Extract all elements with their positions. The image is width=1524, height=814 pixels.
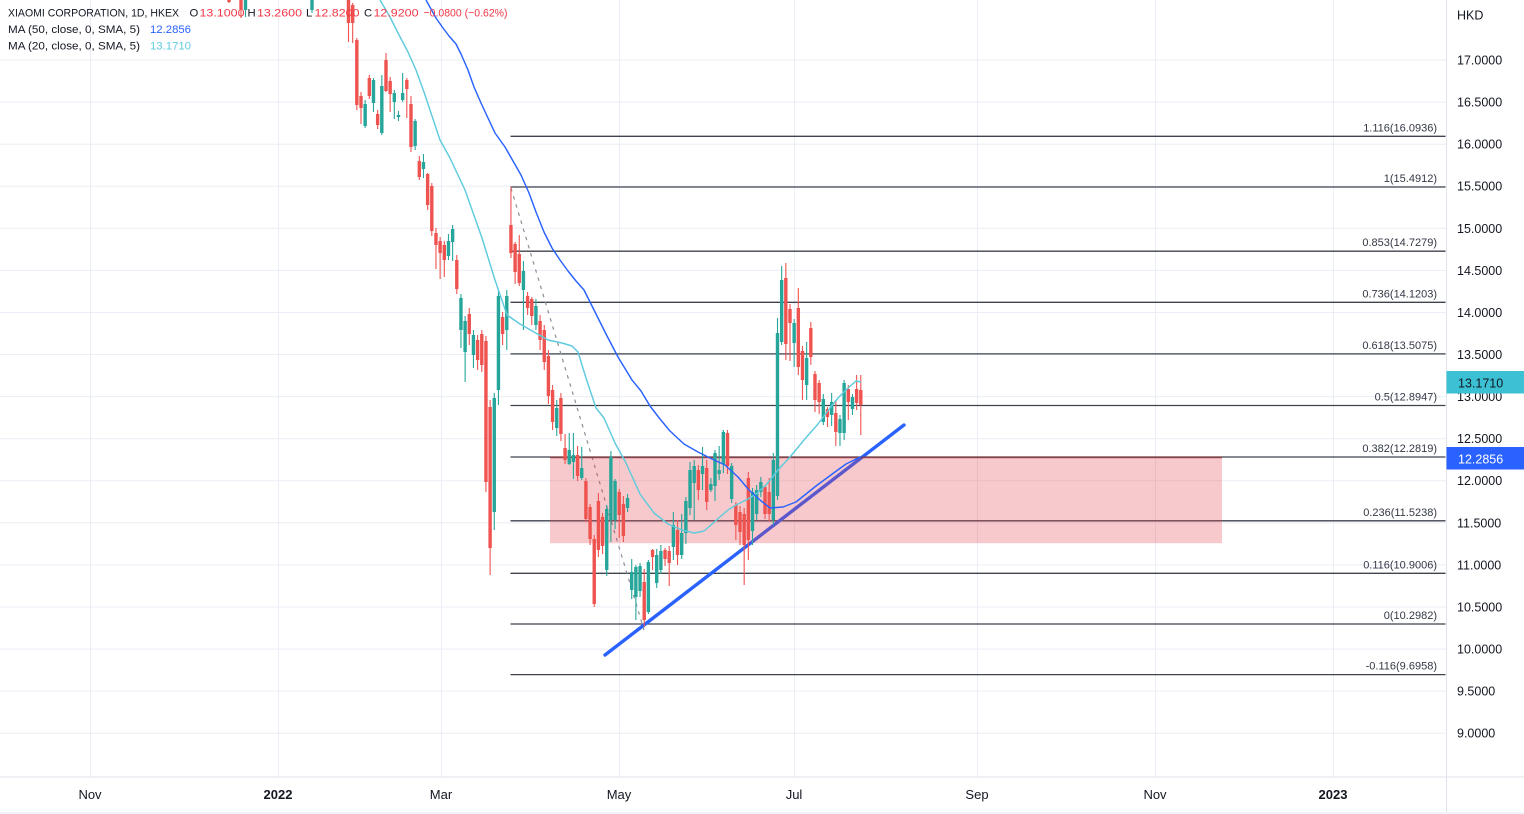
svg-text:0.5(12.8947): 0.5(12.8947)	[1375, 392, 1437, 404]
svg-text:-0.116(9.6958): -0.116(9.6958)	[1366, 661, 1437, 673]
svg-text:0.236(11.5238): 0.236(11.5238)	[1363, 507, 1437, 519]
svg-text:Nov: Nov	[78, 787, 102, 802]
svg-text:0.618(13.5075): 0.618(13.5075)	[1362, 340, 1437, 352]
svg-text:13.0000: 13.0000	[1457, 390, 1502, 404]
svg-text:10.5000: 10.5000	[1457, 601, 1502, 615]
svg-text:2022: 2022	[264, 787, 293, 802]
svg-text:1(15.4912): 1(15.4912)	[1384, 173, 1437, 185]
svg-text:11.5000: 11.5000	[1457, 516, 1501, 530]
svg-text:1.116(16.0936): 1.116(16.0936)	[1363, 122, 1437, 134]
svg-text:Jul: Jul	[786, 787, 803, 802]
svg-text:13.1710: 13.1710	[1458, 377, 1503, 391]
svg-text:12.2856: 12.2856	[150, 24, 191, 36]
svg-text:2023: 2023	[1319, 787, 1348, 802]
svg-text:Nov: Nov	[1143, 787, 1167, 802]
svg-text:17.0000: 17.0000	[1457, 54, 1502, 68]
svg-text:Mar: Mar	[430, 787, 453, 802]
svg-text:16.5000: 16.5000	[1457, 96, 1502, 110]
svg-text:0.382(12.2819): 0.382(12.2819)	[1362, 443, 1437, 455]
svg-text:MA (50, close, 0, SMA, 5): MA (50, close, 0, SMA, 5)	[8, 24, 140, 36]
svg-text:13.5000: 13.5000	[1457, 348, 1502, 362]
svg-text:9.5000: 9.5000	[1457, 685, 1495, 699]
svg-text:15.5000: 15.5000	[1457, 180, 1502, 194]
svg-text:Sep: Sep	[965, 787, 988, 802]
svg-text:16.0000: 16.0000	[1457, 138, 1502, 152]
svg-text:12.0000: 12.0000	[1457, 474, 1502, 488]
svg-text:13.1710: 13.1710	[150, 40, 191, 52]
svg-text:10.0000: 10.0000	[1457, 643, 1502, 657]
svg-text:11.0000: 11.0000	[1457, 558, 1501, 572]
svg-text:0(10.2982): 0(10.2982)	[1384, 610, 1437, 622]
svg-text:14.5000: 14.5000	[1457, 264, 1502, 278]
svg-text:9.0000: 9.0000	[1457, 727, 1495, 741]
svg-text:HKD: HKD	[1457, 9, 1483, 23]
svg-text:12.2856: 12.2856	[1458, 453, 1503, 467]
svg-text:14.0000: 14.0000	[1457, 306, 1502, 320]
svg-text:15.0000: 15.0000	[1457, 222, 1502, 236]
svg-text:May: May	[607, 787, 632, 802]
svg-text:0.853(14.7279): 0.853(14.7279)	[1362, 237, 1437, 249]
svg-text:MA (20, close, 0, SMA, 5): MA (20, close, 0, SMA, 5)	[8, 40, 140, 52]
svg-text:0.116(10.9006): 0.116(10.9006)	[1363, 559, 1437, 571]
svg-text:12.5000: 12.5000	[1457, 432, 1502, 446]
svg-text:0.736(14.1203): 0.736(14.1203)	[1362, 288, 1437, 300]
